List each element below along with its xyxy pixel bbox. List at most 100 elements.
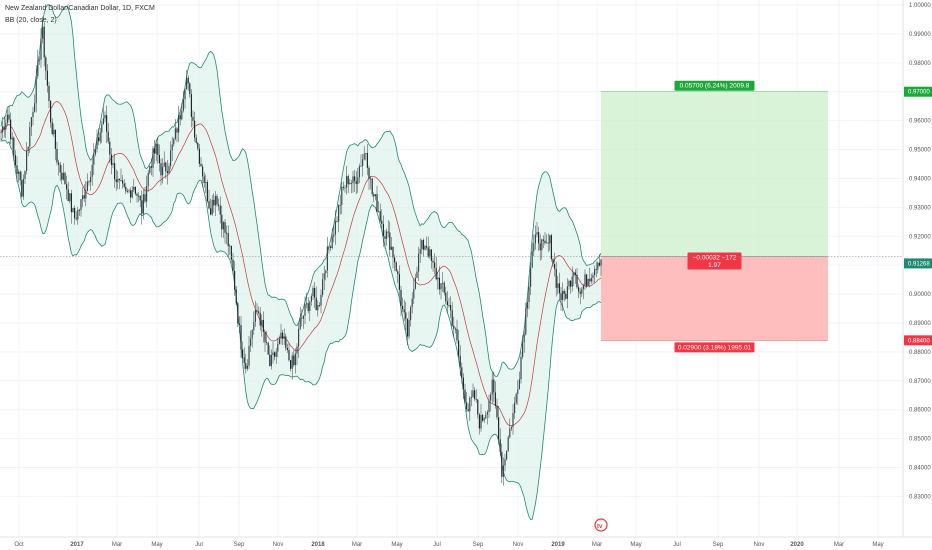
candle-body bbox=[533, 243, 535, 252]
candle-body bbox=[485, 414, 487, 419]
grid-lines bbox=[0, 0, 903, 537]
candle-body bbox=[64, 172, 66, 185]
candle-body bbox=[222, 222, 224, 230]
candle-body bbox=[3, 126, 5, 130]
candle-body bbox=[208, 201, 210, 209]
candle-body bbox=[122, 180, 124, 184]
bollinger-upper-band bbox=[0, 4, 602, 377]
candle-body bbox=[392, 246, 394, 258]
loss-zone[interactable] bbox=[601, 256, 828, 341]
time-axis[interactable]: Oct 2017 Mar May Jul Sep Nov 2018 Mar May Jul Sep No… bbox=[0, 536, 932, 548]
candle-body bbox=[427, 247, 429, 257]
candle-body bbox=[584, 274, 586, 286]
candle-body bbox=[334, 221, 336, 235]
candle-body bbox=[445, 292, 447, 302]
y-tick-label: 1.00000 bbox=[909, 3, 931, 9]
candle-body bbox=[459, 355, 461, 368]
x-tick-label: Mar bbox=[112, 542, 122, 548]
x-tick-label: 2020 bbox=[790, 542, 804, 548]
candle-body bbox=[278, 338, 280, 345]
y-tick-label: 0.88000 bbox=[909, 350, 931, 356]
candle-body bbox=[37, 60, 39, 77]
candle-body bbox=[394, 257, 396, 263]
candle-body bbox=[466, 402, 468, 410]
candle-body bbox=[274, 352, 276, 357]
candle-body bbox=[221, 214, 223, 230]
candle-body bbox=[413, 288, 415, 299]
candle-body bbox=[224, 222, 226, 233]
candle-body bbox=[301, 317, 303, 319]
candle-body bbox=[13, 137, 15, 156]
candle-body bbox=[118, 178, 120, 181]
y-tick-label: 0.87000 bbox=[909, 379, 931, 385]
candle-body bbox=[510, 427, 512, 429]
candle-body bbox=[576, 274, 578, 288]
candle-body bbox=[318, 304, 320, 306]
x-tick-label: May bbox=[630, 542, 641, 548]
price-axis[interactable]: 1.00000 0.99000 0.98000 0.97000 0.96000 0.950… bbox=[902, 0, 931, 537]
candle-body bbox=[414, 277, 416, 289]
candle-body bbox=[448, 305, 450, 306]
candle-body bbox=[573, 272, 575, 277]
candle-body bbox=[286, 347, 288, 350]
candle-body bbox=[480, 415, 482, 429]
candle-body bbox=[158, 154, 160, 164]
candle-body bbox=[128, 190, 130, 192]
loss-label-box bbox=[674, 342, 755, 353]
long-position-tool[interactable]: 0.05700 (6.24%) 2009.8 −0.00032 −172 1.9… bbox=[601, 80, 828, 353]
candle-body bbox=[5, 122, 7, 130]
candle-body bbox=[50, 101, 52, 123]
candle-body bbox=[419, 248, 421, 254]
candle-body bbox=[75, 218, 77, 220]
candle-body bbox=[174, 128, 176, 139]
x-tick-label: Nov bbox=[513, 542, 524, 548]
tradingview-logo[interactable]: tv bbox=[594, 518, 608, 532]
candle-body bbox=[51, 122, 53, 135]
candle-body bbox=[117, 178, 119, 183]
x-tick-label: Oct bbox=[14, 542, 24, 548]
candle-body bbox=[53, 129, 55, 135]
candle-body bbox=[285, 336, 287, 348]
candle-body bbox=[381, 220, 383, 224]
candle-body bbox=[518, 379, 520, 390]
candle-body bbox=[538, 232, 540, 244]
candle-body bbox=[482, 415, 484, 421]
candle-body bbox=[536, 232, 538, 235]
candle-body bbox=[154, 148, 156, 154]
candle-body bbox=[238, 323, 240, 326]
candle-body bbox=[43, 26, 45, 58]
candle-body bbox=[365, 152, 367, 154]
candle-body bbox=[176, 128, 178, 133]
y-tick-label: 0.98000 bbox=[909, 61, 931, 67]
candle-body bbox=[560, 293, 562, 300]
candle-body bbox=[470, 397, 472, 399]
candle-body bbox=[82, 195, 84, 200]
candle-body bbox=[264, 331, 266, 343]
candle-body bbox=[320, 294, 322, 306]
candle-body bbox=[240, 325, 242, 350]
candle-body bbox=[32, 111, 34, 118]
candle-body bbox=[181, 110, 183, 120]
candle-body bbox=[58, 162, 60, 165]
candle-body bbox=[554, 264, 556, 269]
candle-body bbox=[29, 126, 31, 147]
candle-body bbox=[163, 162, 165, 167]
profit-zone[interactable] bbox=[601, 91, 828, 257]
chart-title: New Zealand Dollar/Canadian Dollar, 1D, … bbox=[5, 5, 155, 12]
candle-body bbox=[123, 183, 125, 187]
candle-body bbox=[126, 191, 128, 193]
candle-body bbox=[251, 330, 253, 339]
candle-body bbox=[458, 340, 460, 356]
candle-body bbox=[160, 163, 162, 176]
candle-body bbox=[443, 282, 445, 293]
indicator-label[interactable]: BB (20, close, 2) bbox=[5, 17, 57, 24]
candle-body bbox=[296, 346, 298, 354]
candle-body bbox=[478, 414, 480, 429]
candle-body bbox=[326, 246, 328, 271]
candle-body bbox=[440, 283, 442, 290]
candle-body bbox=[434, 262, 436, 268]
candle-body bbox=[389, 232, 391, 250]
candle-body bbox=[309, 301, 311, 312]
candle-body bbox=[589, 279, 591, 282]
